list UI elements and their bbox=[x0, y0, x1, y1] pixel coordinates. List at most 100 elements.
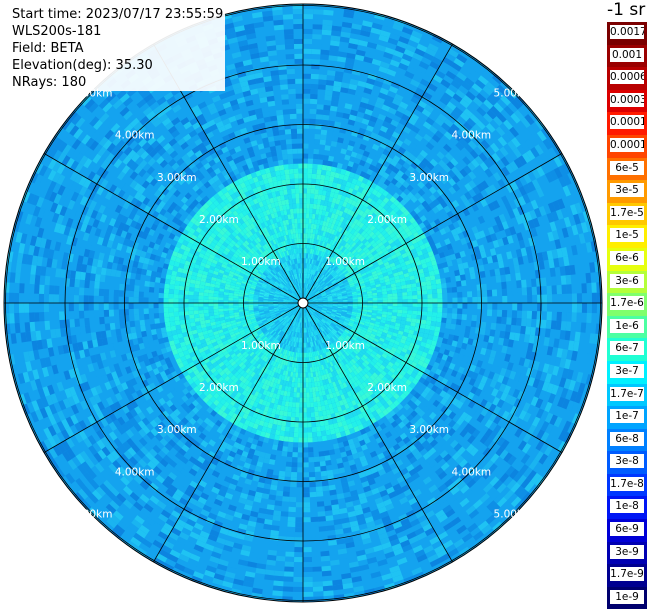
backscatter-cell bbox=[305, 353, 307, 358]
backscatter-cell bbox=[299, 403, 303, 408]
backscatter-cell bbox=[353, 305, 358, 307]
backscatter-cell bbox=[303, 178, 307, 183]
backscatter-cell bbox=[307, 174, 312, 179]
backscatter-cell bbox=[422, 311, 427, 316]
backscatter-cell bbox=[189, 307, 194, 311]
backscatter-cell bbox=[287, 412, 292, 417]
backscatter-cell bbox=[306, 203, 310, 208]
backscatter-cell bbox=[293, 209, 297, 214]
backscatter-cell bbox=[310, 402, 314, 407]
backscatter-cell bbox=[258, 300, 263, 302]
backscatter-cell bbox=[312, 427, 317, 432]
backscatter-cell bbox=[297, 388, 300, 393]
backscatter-cell bbox=[169, 312, 174, 317]
backscatter-cell bbox=[397, 310, 402, 314]
backscatter-cell bbox=[203, 296, 208, 300]
backscatter-cell bbox=[306, 208, 310, 213]
backscatter-cell bbox=[304, 343, 306, 348]
backscatter-cell bbox=[373, 305, 378, 308]
backscatter-cell bbox=[299, 188, 303, 193]
backscatter-cell bbox=[297, 218, 300, 223]
backscatter-cell bbox=[295, 377, 298, 382]
backscatter-cell bbox=[164, 312, 169, 317]
backscatter-cell bbox=[189, 315, 194, 320]
backscatter-cell bbox=[238, 299, 243, 301]
backscatter-cell bbox=[312, 174, 317, 179]
backscatter-cell bbox=[299, 198, 303, 203]
backscatter-cell bbox=[310, 204, 314, 209]
backscatter-cell bbox=[164, 288, 169, 293]
backscatter-cell bbox=[393, 296, 398, 300]
backscatter-cell bbox=[198, 303, 203, 307]
backscatter-cell bbox=[307, 427, 312, 432]
backscatter-cell bbox=[377, 308, 382, 311]
backscatter-cell bbox=[309, 209, 313, 214]
backscatter-cell bbox=[436, 317, 442, 322]
backscatter-cell bbox=[438, 303, 443, 308]
backscatter-cell bbox=[316, 421, 321, 427]
backscatter-cell bbox=[402, 307, 407, 311]
backscatter-cell bbox=[168, 298, 173, 303]
backscatter-cell bbox=[305, 228, 308, 233]
backscatter-cell bbox=[174, 307, 179, 312]
backscatter-cell bbox=[407, 295, 412, 299]
backscatter-cell bbox=[218, 300, 223, 303]
backscatter-cell bbox=[320, 180, 325, 186]
backscatter-cell bbox=[305, 368, 308, 373]
backscatter-cell bbox=[295, 224, 298, 229]
backscatter-cell bbox=[421, 281, 427, 286]
backscatter-cell bbox=[294, 422, 299, 427]
backscatter-cell bbox=[431, 321, 437, 326]
backscatter-cell bbox=[292, 194, 296, 199]
backscatter-cell bbox=[299, 178, 303, 183]
backscatter-cell bbox=[208, 296, 213, 300]
backscatter-cell bbox=[432, 294, 437, 299]
backscatter-cell bbox=[290, 427, 295, 432]
backscatter-cell bbox=[174, 316, 180, 321]
backscatter-cell bbox=[189, 291, 194, 295]
backscatter-cell bbox=[303, 193, 307, 198]
backscatter-cell bbox=[274, 435, 280, 441]
backscatter-cell bbox=[179, 294, 184, 299]
backscatter-cell bbox=[393, 303, 398, 306]
backscatter-cell bbox=[300, 218, 303, 223]
backscatter-cell bbox=[353, 299, 358, 301]
backscatter-cell bbox=[295, 228, 298, 233]
backscatter-cell bbox=[397, 293, 402, 297]
backscatter-cell bbox=[312, 169, 317, 174]
backscatter-cell bbox=[228, 308, 233, 311]
backscatter-cell bbox=[228, 305, 233, 308]
backscatter-cell bbox=[299, 423, 303, 428]
backscatter-cell bbox=[310, 199, 314, 204]
backscatter-cell bbox=[307, 198, 311, 203]
backscatter-cell bbox=[412, 307, 417, 311]
backscatter-cell bbox=[299, 248, 301, 253]
backscatter-cell bbox=[233, 298, 238, 301]
backscatter-cell bbox=[299, 363, 301, 368]
backscatter-cell bbox=[407, 288, 412, 292]
backscatter-cell bbox=[224, 308, 229, 311]
backscatter-cell bbox=[303, 378, 306, 383]
backscatter-cell bbox=[293, 164, 298, 169]
backscatter-cell bbox=[307, 402, 311, 407]
backscatter-cell bbox=[303, 164, 308, 169]
backscatter-cell bbox=[169, 294, 174, 299]
backscatter-cell bbox=[298, 168, 303, 173]
backscatter-cell bbox=[422, 294, 427, 299]
backscatter-cell bbox=[165, 322, 171, 328]
backscatter-cell bbox=[213, 306, 218, 309]
backscatter-cell bbox=[378, 306, 383, 309]
backscatter-cell bbox=[300, 258, 302, 263]
backscatter-cell bbox=[218, 303, 223, 306]
backscatter-cell bbox=[164, 317, 170, 322]
backscatter-cell bbox=[281, 421, 286, 427]
backscatter-cell bbox=[164, 298, 169, 303]
backscatter-cell bbox=[294, 169, 299, 174]
backscatter-cell bbox=[412, 315, 417, 320]
backscatter-cell bbox=[180, 320, 186, 325]
backscatter-cell bbox=[295, 189, 299, 194]
backscatter-cell bbox=[299, 428, 304, 433]
backscatter-cell bbox=[316, 174, 321, 180]
backscatter-cell bbox=[289, 204, 293, 209]
backscatter-cell bbox=[388, 306, 393, 309]
